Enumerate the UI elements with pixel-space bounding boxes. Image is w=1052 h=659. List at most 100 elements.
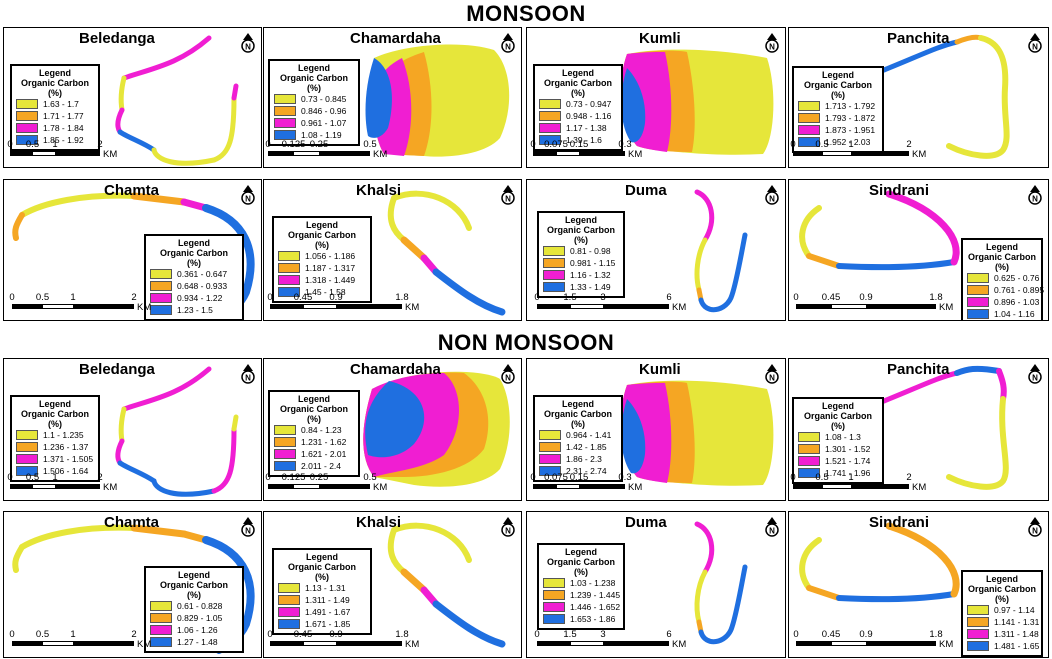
legend-swatch — [274, 425, 296, 435]
legend-swatch — [798, 137, 820, 147]
legend-swatch — [278, 607, 300, 617]
legend-range: 0.934 - 1.22 — [177, 293, 223, 303]
scale-bar: 0 0.5 1 2 KM — [9, 629, 158, 655]
legend-item: 0.761 - 0.895 — [967, 284, 1044, 296]
scale-tick-label: 0.5 — [363, 139, 377, 150]
legend-title: Legend — [564, 215, 597, 225]
north-arrow-icon: N — [241, 517, 255, 537]
scale-unit: KM — [405, 639, 420, 650]
river-map — [12, 192, 255, 320]
river-map — [799, 522, 960, 603]
legend-subtitle: Organic Carbon — [543, 78, 612, 88]
scale-bar: 0 0.5 1 2 KM — [7, 472, 124, 498]
scale-unit: KM — [137, 639, 152, 650]
scale-tick-label: 0 — [7, 139, 13, 150]
legend-box: Legend Organic Carbon (%) 0.964 - 1.41 1… — [533, 395, 623, 482]
legend-item: 0.84 - 1.23 — [274, 424, 354, 436]
legend-range: 2.31 - 2.74 — [566, 466, 607, 476]
river-map — [694, 189, 748, 312]
legend-range: 1.71 - 1.77 — [43, 111, 84, 121]
scale-tick-label: 6 — [666, 629, 672, 640]
legend-swatch — [16, 111, 38, 121]
legend-box: Legend Organic Carbon (%) 1.63 - 1.7 1.7… — [10, 64, 100, 151]
legend-box: Legend Organic Carbon (%) 1.713 - 1.792 … — [792, 66, 884, 153]
legend-title: Legend — [561, 68, 594, 78]
legend-subtitle: Organic Carbon — [543, 409, 612, 419]
north-arrow-icon: N — [501, 364, 515, 384]
scale-tick-label: 1 — [52, 472, 58, 483]
legend-range: 1.63 - 1.7 — [43, 99, 79, 109]
svg-text:N: N — [505, 527, 511, 536]
legend-range: 0.73 - 0.947 — [566, 99, 612, 109]
legend-swatch — [150, 601, 172, 611]
legend-range: 1.521 - 1.74 — [825, 456, 871, 466]
legend-range: 1.06 - 1.26 — [177, 625, 218, 635]
legend-item: 0.964 - 1.41 — [539, 429, 617, 441]
legend-subtitle: Organic Carbon — [20, 78, 89, 88]
scale-unit: KM — [103, 482, 118, 493]
svg-text:N: N — [1032, 374, 1038, 383]
scale-tick-label: 0.45 — [293, 292, 313, 303]
legend-range: 0.625 - 0.76 — [994, 273, 1040, 283]
scale-tick-label: 0 — [790, 472, 796, 483]
scale-tick-label: 6 — [666, 292, 672, 303]
legend-swatch — [16, 430, 38, 440]
legend-item: 1.187 - 1.317 — [278, 262, 366, 274]
svg-text:N: N — [505, 374, 511, 383]
scale-tick-label: 0 — [267, 292, 273, 303]
site-title: Chamardaha — [350, 361, 441, 378]
svg-text:N: N — [245, 527, 251, 536]
legend-unit: (%) — [831, 90, 845, 100]
legend-swatch — [967, 617, 989, 627]
scale-unit: KM — [137, 302, 152, 313]
scale-tick-label: 1 — [848, 472, 854, 483]
svg-text:N: N — [769, 374, 775, 383]
legend-item: 1.236 - 1.37 — [16, 441, 94, 453]
legend-unit: (%) — [315, 572, 329, 582]
legend-swatch — [798, 432, 820, 442]
legend-swatch — [274, 106, 296, 116]
svg-text:N: N — [245, 374, 251, 383]
legend-unit: (%) — [315, 240, 329, 250]
legend-range: 1.318 - 1.449 — [305, 275, 356, 285]
legend-swatch — [274, 437, 296, 447]
legend-range: 1.1 - 1.235 — [43, 430, 84, 440]
scale-tick-label: 0.15 — [569, 472, 589, 483]
legend-box: Legend Organic Carbon (%) 0.84 - 1.23 1.… — [268, 390, 360, 477]
scale-bar: 0 0.5 1 2 KM — [7, 139, 124, 165]
legend-title: Legend — [297, 63, 330, 73]
scale-tick-label: 2 — [97, 139, 103, 150]
legend-swatch — [150, 637, 172, 647]
scale-tick-label: 0 — [793, 292, 799, 303]
legend-range: 1.141 - 1.31 — [994, 617, 1040, 627]
scale-tick-label: 0 — [530, 139, 536, 150]
legend-item: 1.446 - 1.652 — [543, 601, 620, 613]
scale-tick-label: 0.5 — [815, 139, 829, 150]
north-arrow-icon: N — [765, 517, 779, 537]
legend-range: 0.84 - 1.23 — [301, 425, 342, 435]
north-arrow-icon: N — [1028, 185, 1042, 205]
scale-unit: KM — [373, 149, 388, 160]
scale-bar: 0 0.125 0.25 0.5 KM — [265, 472, 394, 498]
site-title: Khalsi — [356, 182, 402, 199]
legend-title: Legend — [177, 238, 210, 248]
map-panel-chamta-non-monsoon: Chamta N Legend Organic Carbon (%) 0.61 … — [3, 511, 262, 658]
legend-unit: (%) — [48, 419, 62, 429]
legend-range: 1.371 - 1.505 — [43, 454, 94, 464]
site-title: Duma — [625, 182, 667, 199]
scale-tick-label: 0.9 — [859, 629, 873, 640]
scale-tick-label: 1.5 — [563, 292, 577, 303]
legend-range: 0.846 - 0.96 — [301, 106, 347, 116]
legend-swatch — [798, 456, 820, 466]
legend-unit: (%) — [574, 235, 588, 245]
legend-subtitle: Organic Carbon — [546, 557, 615, 567]
legend-item: 0.829 - 1.05 — [150, 612, 238, 624]
legend-item: 1.741 - 1.96 — [798, 467, 878, 479]
legend-item: 1.27 - 1.48 — [150, 636, 238, 648]
legend-swatch — [543, 282, 565, 292]
scale-tick-label: 1.5 — [563, 629, 577, 640]
scale-tick-label: 2 — [131, 292, 137, 303]
scale-bar: 0 0.075 0.15 0.3 KM — [530, 472, 649, 498]
legend-subtitle: Organic Carbon — [287, 562, 356, 572]
scale-tick-label: 0.5 — [815, 472, 829, 483]
